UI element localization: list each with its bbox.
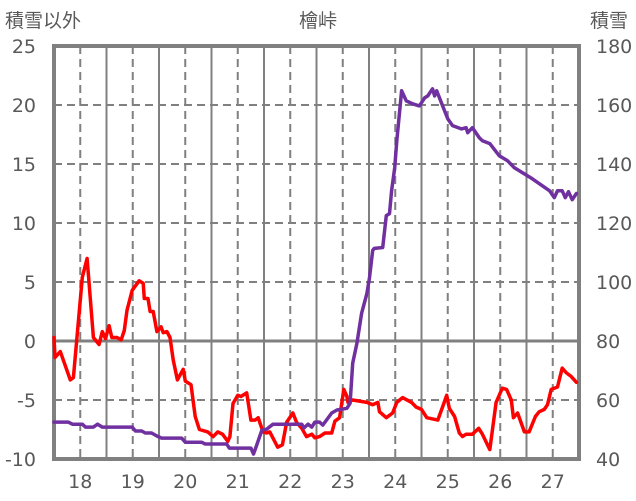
x-tick-label: 19 (121, 471, 145, 493)
y-left-tick-label: -10 (5, 449, 36, 471)
series-line-other (52, 256, 579, 452)
y-right-tick-label: 140 (596, 154, 632, 176)
y-left-tick-label: -5 (17, 390, 36, 412)
x-tick-label: 21 (226, 471, 250, 493)
y-left-tick-label: 15 (12, 154, 36, 176)
y-left-tick-label: 10 (12, 213, 36, 235)
x-tick-label: 20 (173, 471, 197, 493)
y-right-tick-label: 80 (596, 331, 620, 353)
left-axis-title: 積雪以外 (5, 10, 82, 32)
y-right-tick-label: 160 (596, 95, 632, 117)
x-tick-label: 27 (541, 471, 565, 493)
y-left-tick-label: 25 (12, 36, 36, 58)
series-line-snow-depth (52, 87, 579, 456)
right-axis-title: 積雪 (590, 10, 629, 32)
y-left-tick-label: 5 (24, 272, 36, 294)
y-right-tick-label: 100 (596, 272, 632, 294)
y-left-tick-label: 0 (24, 331, 36, 353)
x-tick-label: 25 (436, 471, 460, 493)
x-tick-label: 24 (383, 471, 407, 493)
x-tick-label: 23 (331, 471, 355, 493)
y-right-tick-label: 120 (596, 213, 632, 235)
y-right-tick-label: 60 (596, 390, 620, 412)
x-tick-label: 18 (68, 471, 92, 493)
chart-title: 檜峠 (299, 10, 338, 32)
x-tick-label: 26 (488, 471, 512, 493)
x-tick-label: 22 (278, 471, 302, 493)
y-right-tick-label: 180 (596, 36, 632, 58)
y-left-tick-label: 20 (12, 95, 36, 117)
y-right-tick-label: 40 (596, 449, 620, 471)
plot-frame (52, 44, 581, 461)
